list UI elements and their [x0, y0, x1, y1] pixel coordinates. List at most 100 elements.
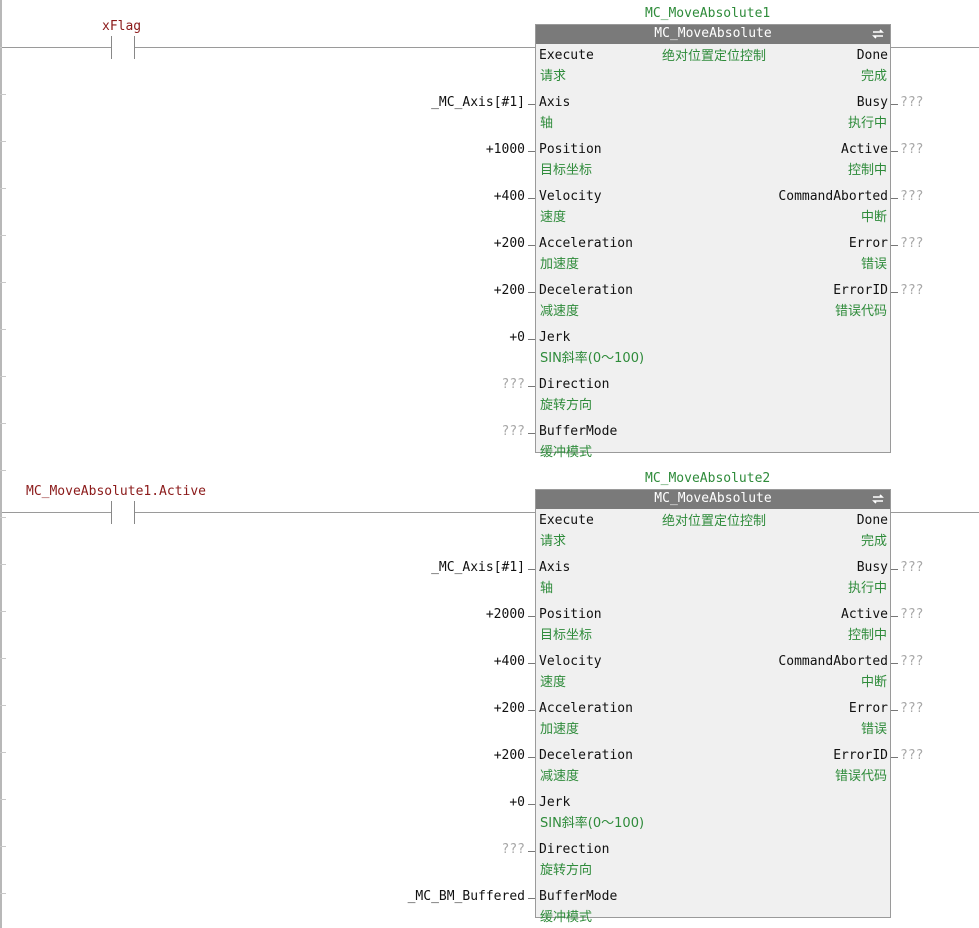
rail-grid-tick [0, 235, 6, 236]
rung-wire [2, 47, 111, 48]
contact-right-bar [134, 501, 135, 524]
rail-grid-tick [0, 752, 6, 753]
input-value[interactable]: +400 [493, 189, 525, 204]
input-pin-stub [528, 433, 535, 434]
input-pin-comment: 加速度 [540, 257, 580, 272]
rail-grid-tick [0, 799, 6, 800]
input-value[interactable]: +0 [509, 795, 525, 810]
input-value[interactable]: ??? [501, 842, 525, 857]
input-pin-stub [528, 851, 535, 852]
input-value[interactable]: _MC_Axis[#1] [431, 560, 525, 575]
input-value[interactable]: ??? [501, 377, 525, 392]
fb-description: 绝对位置定位控制 [661, 514, 766, 529]
input-pin-comment: SIN斜率(0～100) [540, 816, 645, 831]
input-value[interactable]: +200 [493, 236, 525, 251]
output-pin-stub [891, 245, 898, 246]
fb-description: 绝对位置定位控制 [661, 49, 766, 64]
input-value[interactable]: +2000 [485, 607, 525, 622]
output-value[interactable]: ??? [900, 607, 924, 622]
input-value[interactable]: +200 [493, 283, 525, 298]
rung-wire-right [891, 47, 979, 48]
output-pin-done: Done [856, 48, 888, 63]
contact-variable[interactable]: xFlag [102, 19, 142, 34]
output-pin-stub [891, 757, 898, 758]
refresh-icon[interactable] [870, 26, 886, 42]
input-pin-comment: 速度 [540, 675, 567, 690]
rail-grid-tick [0, 517, 6, 518]
output-pin-comment: 错误代码 [834, 304, 887, 319]
input-pin-comment: 请求 [540, 534, 567, 549]
input-pin-buffermode: BufferMode [539, 424, 618, 439]
output-pin-comment: 错误代码 [834, 769, 887, 784]
input-pin-comment: 速度 [540, 210, 567, 225]
input-value[interactable]: _MC_Axis[#1] [431, 95, 525, 110]
rail-grid-tick [0, 141, 6, 142]
contact-left-bar [111, 36, 112, 59]
input-value[interactable]: _MC_BM_Buffered [407, 889, 525, 904]
output-pin-stub [891, 292, 898, 293]
output-pin-stub [891, 569, 898, 570]
output-value[interactable]: ??? [900, 748, 924, 763]
output-pin-commandaborted: CommandAborted [778, 189, 888, 204]
output-pin-comment: 错误 [860, 257, 887, 272]
fb-instance-name[interactable]: MC_MoveAbsolute2 [645, 471, 771, 486]
input-pin-direction: Direction [539, 842, 610, 857]
rail-grid-tick [0, 705, 6, 706]
output-value[interactable]: ??? [900, 560, 924, 575]
input-pin-stub [528, 198, 535, 199]
output-pin-comment: 执行中 [847, 116, 887, 131]
input-pin-comment: 请求 [540, 69, 567, 84]
input-value[interactable]: +400 [493, 654, 525, 669]
rail-grid-tick [0, 658, 6, 659]
output-pin-error: Error [848, 236, 888, 251]
input-pin-deceleration: Deceleration [539, 283, 633, 298]
output-pin-done: Done [856, 513, 888, 528]
input-pin-comment: 缓冲模式 [540, 910, 593, 925]
function-block-mc-moveabsolute[interactable]: MC_MoveAbsolute 绝对位置定位控制 [535, 489, 891, 918]
output-pin-comment: 中断 [860, 675, 887, 690]
input-pin-buffermode: BufferMode [539, 889, 618, 904]
output-pin-errorid: ErrorID [833, 283, 888, 298]
input-value[interactable]: +0 [509, 330, 525, 345]
output-pin-comment: 控制中 [847, 163, 887, 178]
input-pin-comment: 轴 [540, 116, 554, 131]
input-pin-comment: 旋转方向 [540, 398, 593, 413]
input-value[interactable]: +200 [493, 748, 525, 763]
function-block-mc-moveabsolute[interactable]: MC_MoveAbsolute 绝对位置定位控制 [535, 24, 891, 453]
output-value[interactable]: ??? [900, 654, 924, 669]
input-pin-comment: 旋转方向 [540, 863, 593, 878]
refresh-icon[interactable] [870, 491, 886, 507]
input-pin-stub [528, 339, 535, 340]
input-pin-stub [528, 710, 535, 711]
input-pin-acceleration: Acceleration [539, 236, 633, 251]
rail-grid-tick [0, 846, 6, 847]
input-value[interactable]: +200 [493, 701, 525, 716]
input-pin-stub [528, 386, 535, 387]
contact-variable[interactable]: MC_MoveAbsolute1.Active [26, 484, 207, 499]
input-value[interactable]: ??? [501, 424, 525, 439]
output-pin-comment: 错误 [860, 722, 887, 737]
normally-open-contact[interactable] [111, 501, 135, 524]
output-pin-stub [891, 198, 898, 199]
input-pin-stub [528, 245, 535, 246]
contact-left-bar [111, 501, 112, 524]
input-pin-comment: 加速度 [540, 722, 580, 737]
output-pin-commandaborted: CommandAborted [778, 654, 888, 669]
output-value[interactable]: ??? [900, 236, 924, 251]
normally-open-contact[interactable] [111, 36, 135, 59]
fb-instance-name[interactable]: MC_MoveAbsolute1 [645, 6, 771, 21]
rail-grid-tick [0, 564, 6, 565]
output-value[interactable]: ??? [900, 189, 924, 204]
input-value[interactable]: +1000 [485, 142, 525, 157]
input-pin-stub [528, 757, 535, 758]
output-value[interactable]: ??? [900, 95, 924, 110]
output-pin-comment: 完成 [860, 534, 887, 549]
output-value[interactable]: ??? [900, 142, 924, 157]
input-pin-stub [528, 151, 535, 152]
input-pin-stub [528, 616, 535, 617]
rung-wire [135, 512, 535, 513]
output-value[interactable]: ??? [900, 701, 924, 716]
output-value[interactable]: ??? [900, 283, 924, 298]
input-pin-stub [528, 104, 535, 105]
input-pin-direction: Direction [539, 377, 610, 392]
